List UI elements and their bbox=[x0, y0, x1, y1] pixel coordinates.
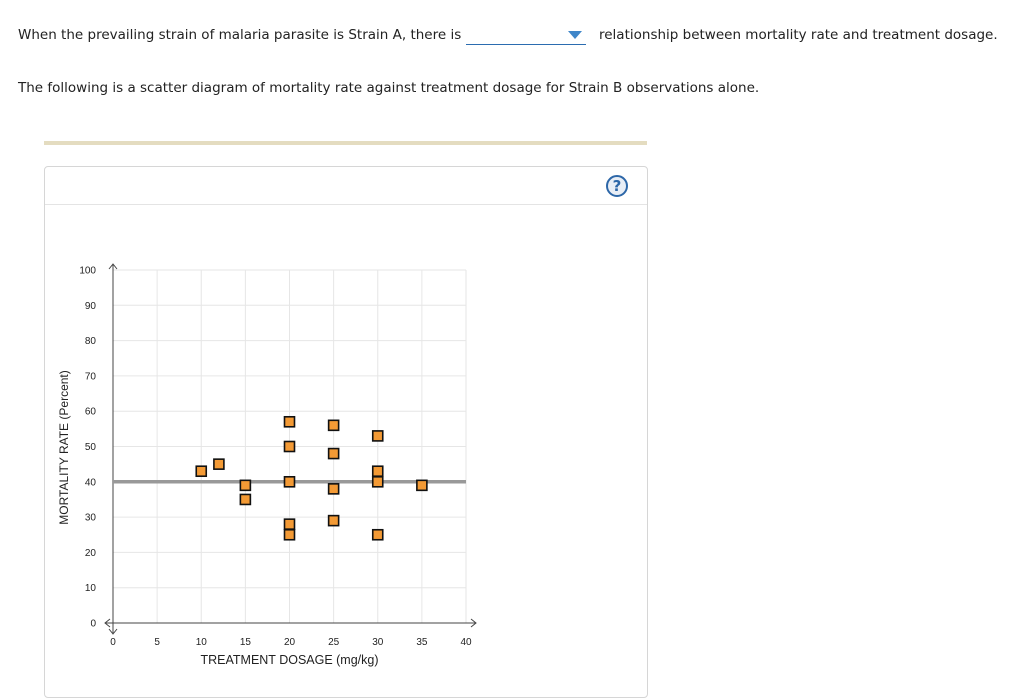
scatter-point bbox=[327, 514, 340, 527]
scatter-point bbox=[239, 493, 252, 506]
y-tick-label: 60 bbox=[85, 407, 97, 418]
y-tick-label: 100 bbox=[79, 266, 96, 277]
y-axis-arrow-icon bbox=[108, 263, 118, 270]
x-tick-label: 20 bbox=[284, 637, 296, 648]
y-tick-label: 40 bbox=[85, 477, 97, 488]
scatter-chart: 0 10 20 30 40 50 60 70 80 90 100 0 5 10 15 20 25 30 35 40 TR… bbox=[57, 263, 477, 667]
y-tick-label: 30 bbox=[85, 513, 97, 524]
x-tick-label: 40 bbox=[460, 637, 472, 648]
scatter-description: The following is a scatter diagram of mo… bbox=[18, 80, 760, 96]
x-tick-label: 30 bbox=[372, 637, 384, 648]
x-axis-label: TREATMENT DOSAGE (mg/kg) bbox=[200, 653, 378, 667]
scatter-point bbox=[283, 528, 296, 541]
scatter-point bbox=[283, 518, 296, 530]
scatter-point bbox=[371, 465, 384, 478]
x-tick-label: 0 bbox=[110, 637, 116, 648]
scatter-point bbox=[283, 415, 296, 428]
y-axis-label: MORTALITY RATE (Percent) bbox=[57, 370, 71, 524]
x-tick-label: 35 bbox=[416, 637, 428, 648]
scatter-point bbox=[327, 483, 340, 495]
x-tick-label: 15 bbox=[240, 637, 252, 648]
x-axis-arrow-icon bbox=[470, 618, 477, 628]
scatter-point bbox=[416, 479, 428, 492]
y-tick-label: 0 bbox=[90, 619, 96, 630]
scatter-point bbox=[371, 430, 384, 442]
y-tick-label: 80 bbox=[85, 336, 97, 347]
scatter-point bbox=[195, 465, 208, 478]
scatter-point bbox=[327, 447, 340, 460]
question-text-part1: When the prevailing strain of malaria pa… bbox=[18, 27, 462, 43]
scatter-point bbox=[213, 458, 225, 470]
graph-panel: ? bbox=[44, 166, 648, 698]
y-axis-arrow-down-icon bbox=[108, 628, 118, 635]
y-tick-label: 70 bbox=[85, 371, 97, 382]
x-tick-label: 10 bbox=[196, 637, 208, 648]
scatter-point bbox=[239, 479, 252, 492]
divider-bar bbox=[44, 141, 647, 145]
scatter-point bbox=[371, 475, 384, 488]
x-tick-label: 25 bbox=[328, 637, 340, 648]
scatter-point bbox=[371, 528, 384, 541]
scatter-point bbox=[283, 475, 296, 488]
y-tick-label: 90 bbox=[85, 301, 97, 312]
scatter-point bbox=[327, 419, 340, 432]
scatter-point bbox=[283, 440, 296, 453]
y-tick-label: 20 bbox=[85, 548, 97, 559]
y-tick-label: 10 bbox=[85, 583, 97, 594]
relationship-dropdown[interactable] bbox=[466, 26, 586, 45]
chevron-down-icon bbox=[568, 31, 582, 39]
y-tick-label: 50 bbox=[85, 442, 97, 453]
x-axis-arrow-left-icon bbox=[104, 618, 111, 628]
question-text-part2: relationship between mortality rate and … bbox=[599, 27, 998, 43]
help-button[interactable]: ? bbox=[606, 175, 628, 197]
panel-header-divider bbox=[45, 204, 647, 205]
x-tick-label: 5 bbox=[154, 637, 160, 648]
